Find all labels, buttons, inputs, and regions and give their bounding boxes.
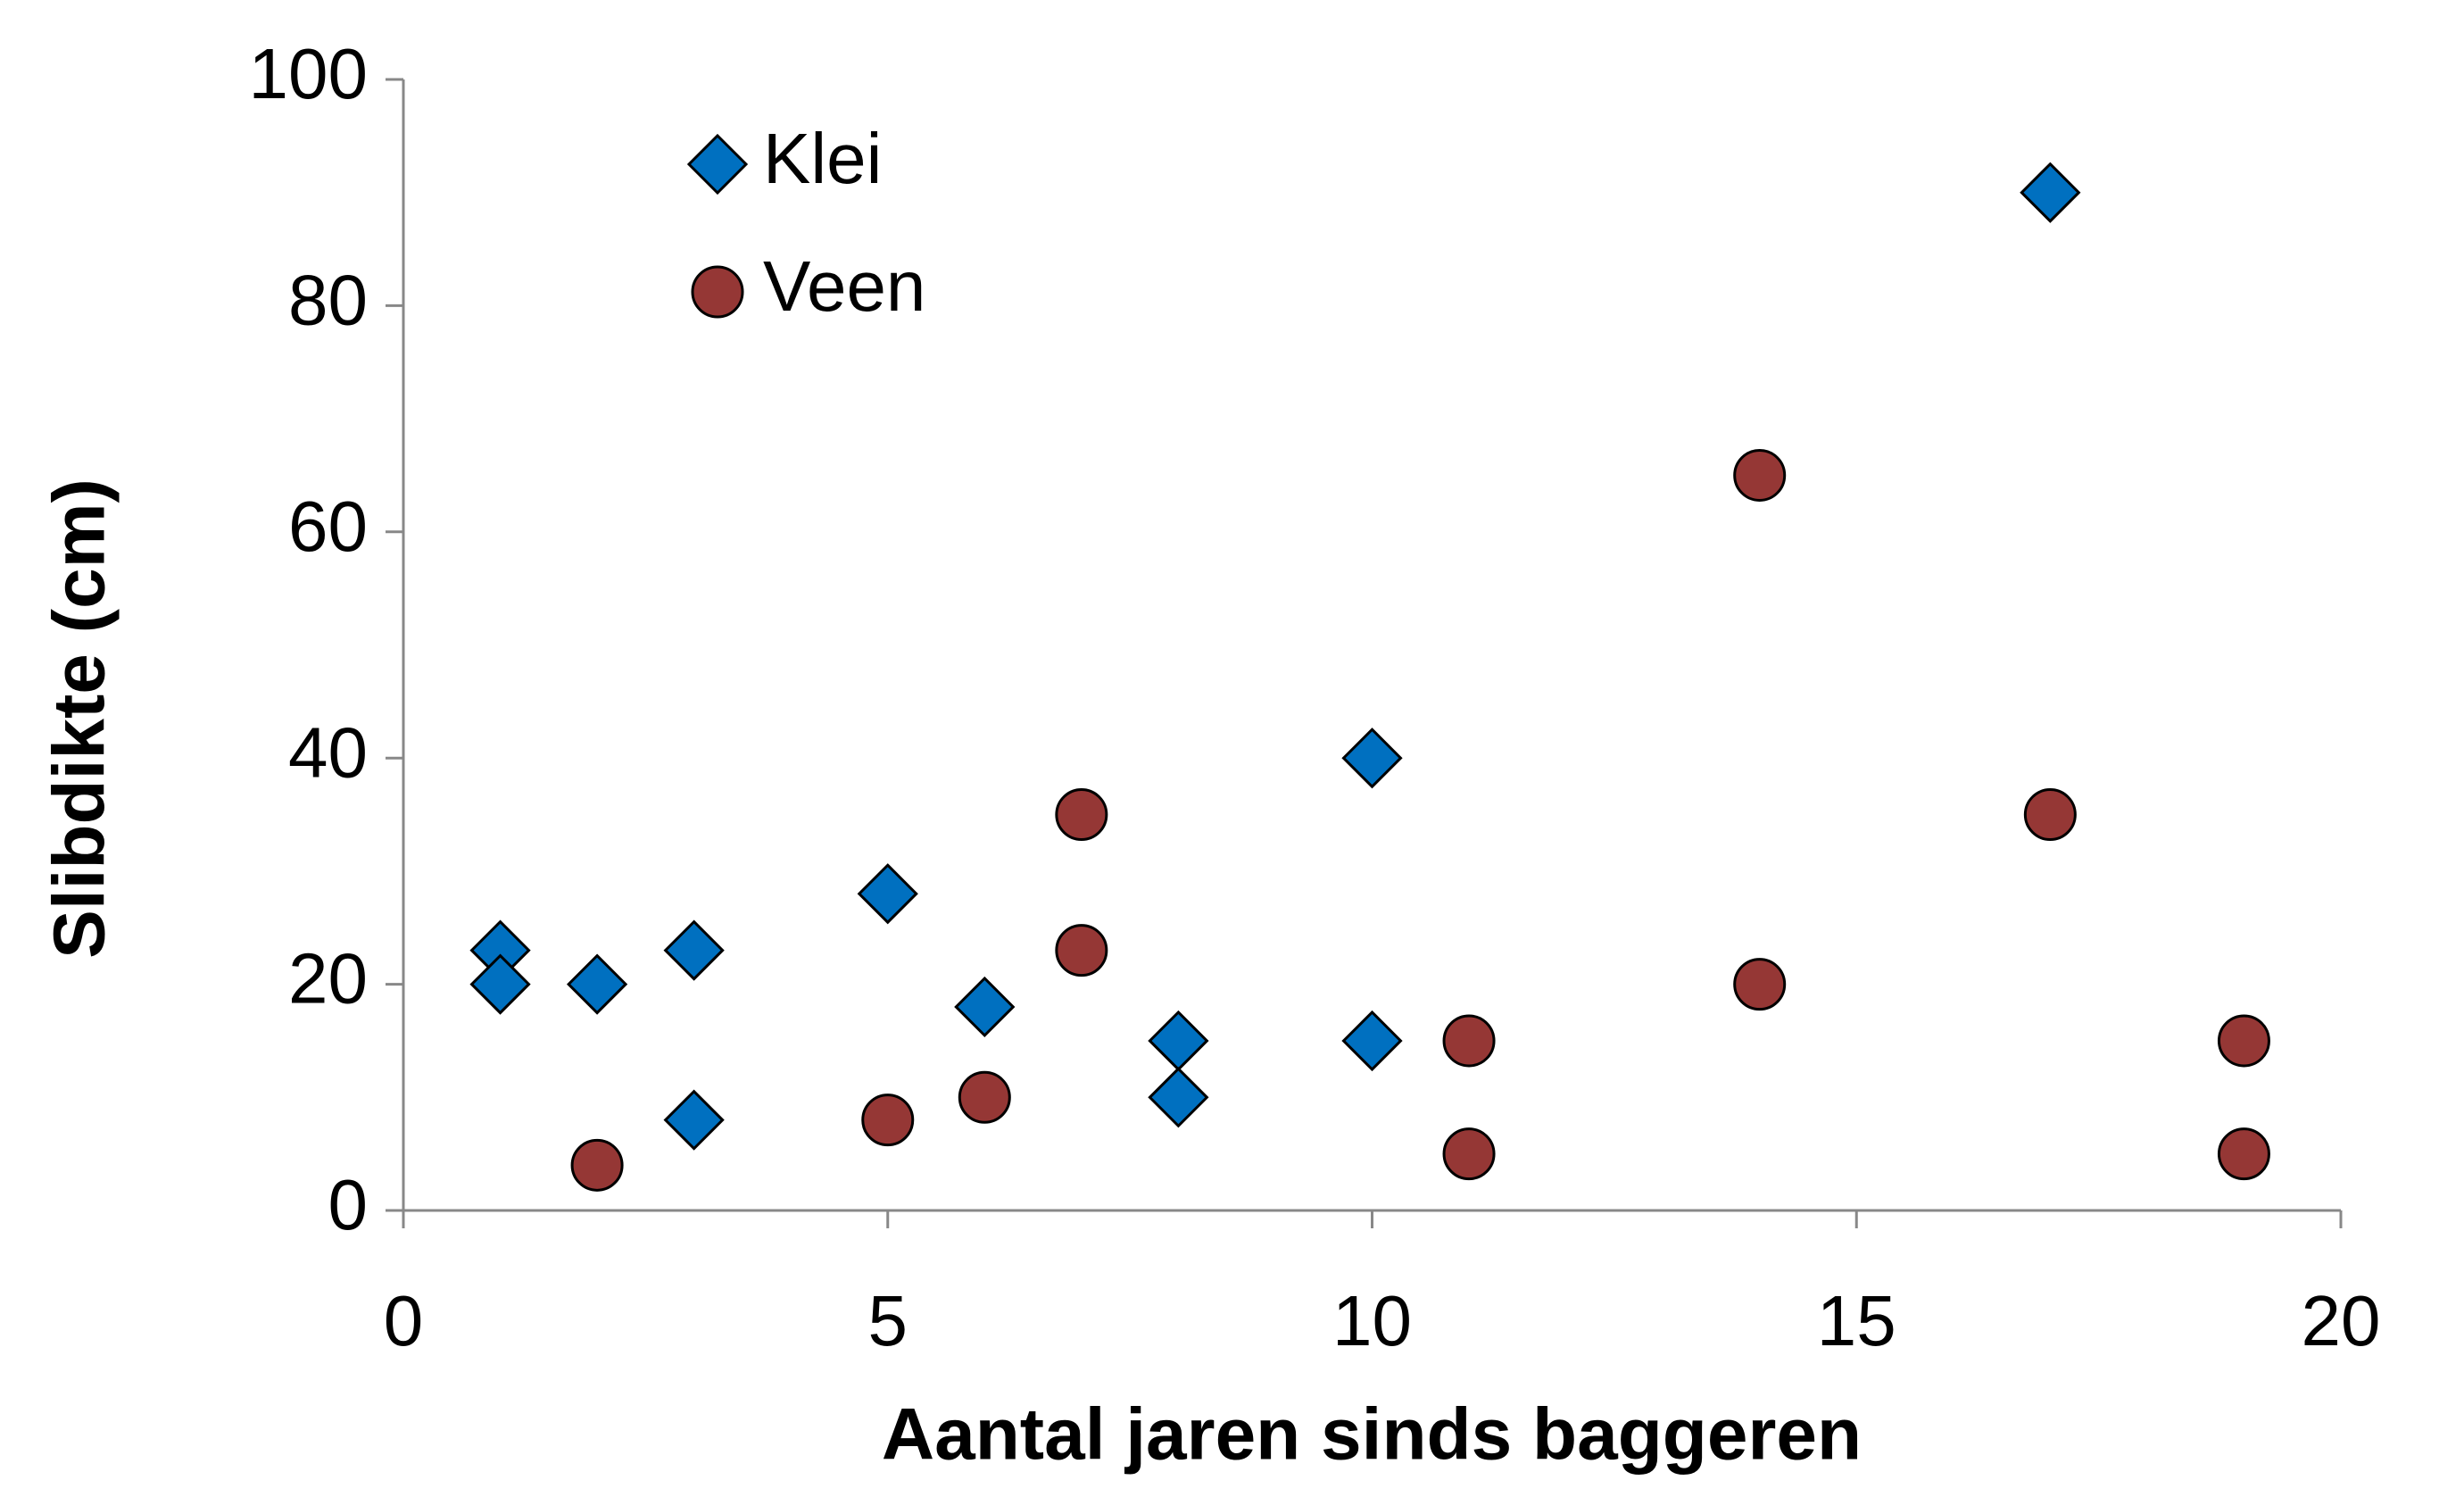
- point: [2217, 1014, 2270, 1068]
- point: [1055, 924, 1108, 977]
- point: [1055, 788, 1108, 842]
- point: [2217, 1127, 2270, 1181]
- point: [2023, 788, 2077, 842]
- point: [1442, 1127, 1496, 1181]
- y-tick-label: 0: [328, 1165, 369, 1244]
- point: [857, 863, 918, 925]
- x-tick-label: 0: [384, 1281, 424, 1360]
- legend-label: Veen: [763, 246, 925, 326]
- point: [1733, 958, 1787, 1011]
- legend-label: Klei: [763, 119, 882, 198]
- point: [1341, 728, 1403, 789]
- x-tick-label: 20: [2302, 1281, 2381, 1360]
- y-tick-label: 40: [288, 712, 368, 792]
- legend-marker: [691, 265, 744, 319]
- x-tick-label: 10: [1332, 1281, 1412, 1360]
- x-tick-label: 5: [868, 1281, 908, 1360]
- point: [954, 976, 1016, 1038]
- point: [1442, 1014, 1496, 1068]
- y-tick-label: 100: [249, 34, 368, 113]
- point: [1148, 1010, 1209, 1072]
- x-axis-title: Aantal jaren sinds baggeren: [882, 1394, 1862, 1476]
- legend-marker: [686, 133, 749, 195]
- y-axis-title: Slibdikte (cm): [39, 478, 120, 959]
- point: [1148, 1067, 1209, 1128]
- point: [2020, 162, 2081, 223]
- y-tick-label: 20: [288, 939, 368, 1019]
- point: [469, 953, 531, 1015]
- point: [570, 1138, 624, 1192]
- x-tick-label: 15: [1817, 1281, 1896, 1360]
- point: [861, 1094, 915, 1147]
- y-tick-label: 60: [288, 487, 368, 566]
- point: [1341, 1010, 1403, 1072]
- point: [566, 953, 628, 1015]
- y-tick-label: 80: [288, 261, 368, 340]
- point: [958, 1070, 1011, 1124]
- point: [663, 1089, 725, 1151]
- point: [1733, 448, 1787, 502]
- point: [663, 919, 725, 981]
